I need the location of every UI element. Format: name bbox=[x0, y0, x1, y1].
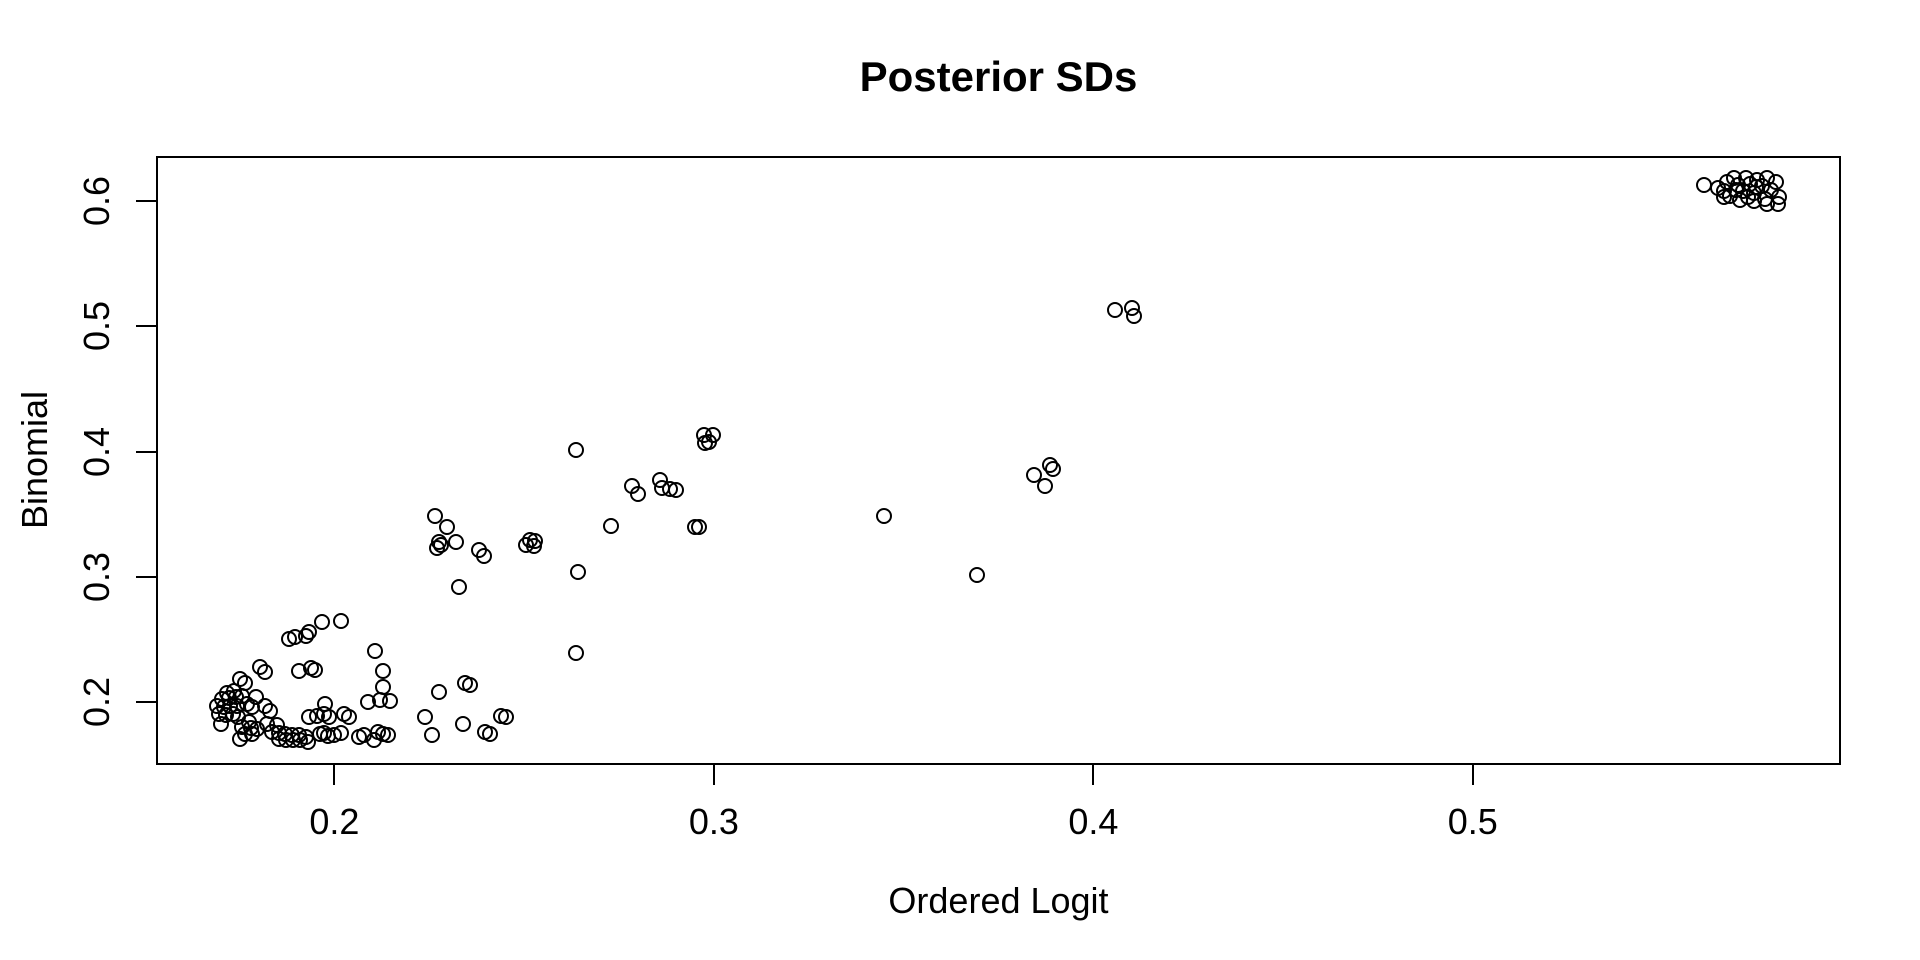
data-point bbox=[450, 579, 467, 596]
x-tick bbox=[333, 765, 336, 785]
x-axis-label: Ordered Logit bbox=[888, 880, 1109, 921]
data-point bbox=[667, 481, 684, 498]
data-point bbox=[1025, 466, 1042, 483]
data-point bbox=[448, 534, 465, 551]
data-point bbox=[257, 664, 274, 681]
data-point bbox=[1125, 307, 1142, 324]
x-tick-label: 0.5 bbox=[1447, 801, 1498, 842]
data-point bbox=[374, 662, 391, 679]
data-point bbox=[340, 709, 357, 726]
data-point bbox=[876, 508, 893, 525]
data-point bbox=[475, 547, 492, 564]
data-point bbox=[426, 508, 443, 525]
y-tick-label: 0.6 bbox=[76, 176, 117, 227]
x-tick-label: 0.4 bbox=[1068, 801, 1119, 842]
data-point bbox=[307, 661, 324, 678]
data-point bbox=[299, 734, 316, 751]
data-point bbox=[320, 709, 337, 726]
data-point bbox=[430, 683, 447, 700]
data-point bbox=[462, 677, 479, 694]
y-tick-label: 0.2 bbox=[76, 677, 117, 728]
data-point bbox=[603, 517, 620, 534]
data-point bbox=[1767, 173, 1784, 190]
data-point bbox=[1044, 461, 1061, 478]
data-point bbox=[232, 730, 249, 747]
data-point bbox=[525, 538, 542, 555]
data-point bbox=[691, 519, 708, 536]
y-tick bbox=[136, 325, 156, 328]
data-point bbox=[382, 692, 399, 709]
data-point bbox=[366, 642, 383, 659]
y-tick bbox=[136, 450, 156, 453]
data-point bbox=[314, 614, 331, 631]
y-tick bbox=[136, 701, 156, 704]
data-point bbox=[259, 716, 276, 733]
x-tick bbox=[1471, 765, 1474, 785]
data-point bbox=[1769, 195, 1786, 212]
data-point bbox=[300, 624, 317, 641]
data-point bbox=[439, 518, 456, 535]
data-point bbox=[1739, 188, 1756, 205]
data-point bbox=[1728, 182, 1745, 199]
plot-area bbox=[156, 156, 1841, 765]
data-point bbox=[428, 539, 445, 556]
x-tick bbox=[1092, 765, 1095, 785]
data-point bbox=[630, 485, 646, 502]
y-tick bbox=[136, 200, 156, 203]
x-tick-label: 0.3 bbox=[688, 801, 739, 842]
y-tick-label: 0.3 bbox=[76, 551, 117, 603]
y-tick-label: 0.5 bbox=[76, 301, 117, 352]
data-point bbox=[416, 708, 433, 725]
data-point bbox=[969, 567, 986, 584]
chart-title: Posterior SDs bbox=[859, 53, 1138, 100]
data-point bbox=[423, 727, 440, 744]
data-point bbox=[455, 716, 472, 733]
y-tick-label: 0.4 bbox=[76, 426, 117, 477]
data-point bbox=[1036, 478, 1053, 495]
data-point bbox=[498, 708, 515, 725]
data-point bbox=[379, 727, 396, 744]
data-point bbox=[1106, 301, 1123, 318]
data-point bbox=[213, 715, 230, 732]
x-tick bbox=[712, 765, 715, 785]
y-tick bbox=[136, 575, 156, 578]
data-point bbox=[300, 709, 317, 726]
x-tick-label: 0.2 bbox=[309, 801, 360, 842]
y-axis-label: Binomial bbox=[14, 390, 55, 530]
data-point bbox=[332, 613, 349, 630]
data-point bbox=[569, 564, 586, 581]
data-point bbox=[697, 434, 714, 451]
data-point bbox=[568, 644, 585, 661]
data-point bbox=[1748, 178, 1765, 195]
data-point bbox=[482, 725, 499, 742]
data-point bbox=[332, 725, 349, 742]
data-point bbox=[568, 442, 585, 459]
